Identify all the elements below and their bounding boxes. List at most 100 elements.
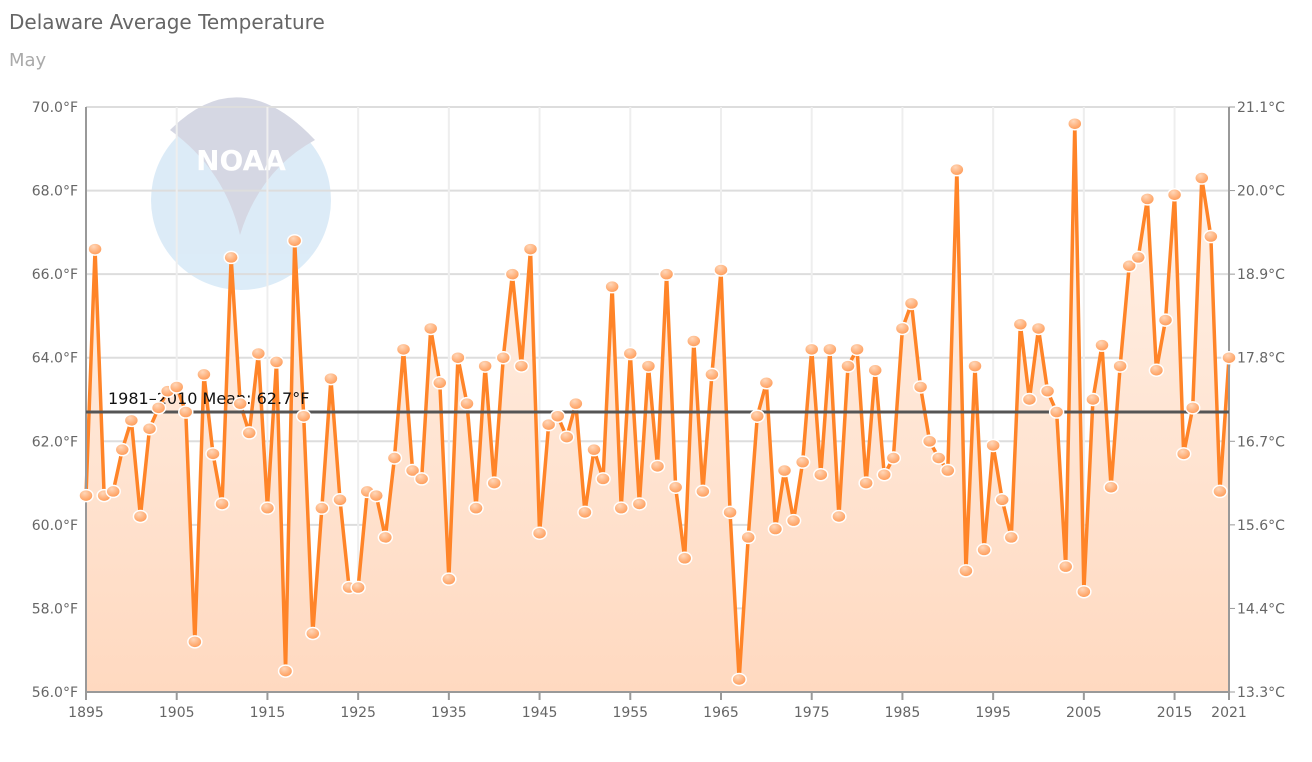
y-tick-label: 62.0°F xyxy=(32,434,78,450)
data-point xyxy=(1067,116,1083,131)
y-tick-label: 64.0°F xyxy=(32,351,78,367)
data-point xyxy=(604,279,620,294)
data-point xyxy=(1048,405,1065,419)
data-point xyxy=(522,242,539,256)
data-point xyxy=(803,342,820,357)
data-point xyxy=(849,342,865,357)
data-point xyxy=(667,480,684,494)
data-point xyxy=(386,451,403,465)
y2-tick-label: 17.8°C xyxy=(1237,351,1285,367)
y-tick-label: 68.0°F xyxy=(32,184,78,200)
data-point xyxy=(549,409,566,423)
data-point xyxy=(831,509,847,524)
data-point xyxy=(477,359,493,373)
data-point xyxy=(377,530,394,545)
data-point xyxy=(486,476,502,490)
y-tick-label: 70.0°F xyxy=(32,100,78,116)
data-point xyxy=(749,409,766,423)
data-point xyxy=(196,367,212,382)
chart-subtitle: May xyxy=(9,50,47,71)
data-point xyxy=(1121,259,1137,273)
y2-tick-label: 13.3°C xyxy=(1237,685,1285,701)
data-point xyxy=(976,543,992,557)
data-point xyxy=(740,530,756,545)
data-point xyxy=(459,396,475,411)
data-point xyxy=(930,451,947,465)
data-point xyxy=(1148,363,1165,377)
data-point xyxy=(1184,401,1201,415)
data-point xyxy=(658,267,675,281)
x-tick-label: 1935 xyxy=(431,705,467,721)
data-point xyxy=(722,505,738,520)
data-point xyxy=(1203,229,1219,244)
data-point xyxy=(1039,384,1056,398)
noaa-logo-circle xyxy=(151,110,331,290)
data-point xyxy=(250,346,267,361)
x-tick-label: 2015 xyxy=(1157,705,1193,721)
data-point xyxy=(323,371,339,386)
x-tick-label: 1975 xyxy=(794,705,830,721)
data-point xyxy=(858,476,874,490)
data-point xyxy=(676,551,693,566)
data-point xyxy=(350,580,366,595)
data-point xyxy=(885,451,902,465)
data-point xyxy=(1130,250,1147,265)
data-point xyxy=(450,350,466,365)
data-point xyxy=(649,459,666,474)
x-tick-label: 1965 xyxy=(703,705,739,721)
data-point xyxy=(1030,321,1047,336)
data-point xyxy=(332,493,348,507)
data-point xyxy=(640,359,657,373)
data-point xyxy=(404,463,421,478)
data-point xyxy=(912,380,929,394)
data-point xyxy=(958,564,974,578)
data-point xyxy=(132,509,149,524)
data-point xyxy=(822,342,838,357)
data-point xyxy=(921,434,938,449)
x-tick-label: 1995 xyxy=(975,705,1011,721)
noaa-logo-bird xyxy=(170,97,315,235)
data-point xyxy=(985,438,1001,453)
y2-tick-label: 16.7°C xyxy=(1237,434,1285,450)
noaa-logo: NOAA xyxy=(151,97,331,290)
data-point xyxy=(114,442,131,457)
data-point xyxy=(214,497,230,511)
data-point xyxy=(504,267,521,281)
data-point xyxy=(141,422,158,436)
data-point xyxy=(731,672,747,687)
data-point xyxy=(468,501,484,515)
data-point xyxy=(1103,480,1119,494)
data-point xyxy=(531,526,548,540)
data-point xyxy=(241,426,258,440)
x-tick-label: 2005 xyxy=(1066,705,1102,721)
data-point xyxy=(813,467,829,482)
data-point xyxy=(776,463,793,478)
data-point xyxy=(277,664,294,678)
data-point xyxy=(368,488,385,503)
x-tick-label: 1985 xyxy=(885,705,921,721)
data-point xyxy=(867,363,883,377)
data-point xyxy=(894,321,911,336)
data-point xyxy=(840,359,856,373)
data-point xyxy=(686,334,702,348)
data-point xyxy=(713,263,729,277)
data-point xyxy=(268,355,285,369)
data-point xyxy=(758,376,775,390)
data-point xyxy=(259,501,276,515)
data-point xyxy=(1012,317,1029,332)
data-point xyxy=(1094,338,1110,352)
data-point xyxy=(105,484,121,499)
data-point xyxy=(1139,192,1156,206)
data-point xyxy=(967,359,983,373)
data-point xyxy=(1057,559,1074,574)
y2-tick-label: 20.0°C xyxy=(1237,184,1285,200)
data-point xyxy=(150,401,167,415)
data-point xyxy=(1085,392,1101,407)
y2-tick-label: 14.4°C xyxy=(1237,601,1285,617)
chart-title: Delaware Average Temperature xyxy=(9,10,325,34)
data-point xyxy=(232,396,248,411)
data-point xyxy=(876,467,893,482)
data-point xyxy=(1221,350,1237,365)
y2-tick-label: 21.1°C xyxy=(1237,100,1285,116)
data-point xyxy=(78,488,94,503)
